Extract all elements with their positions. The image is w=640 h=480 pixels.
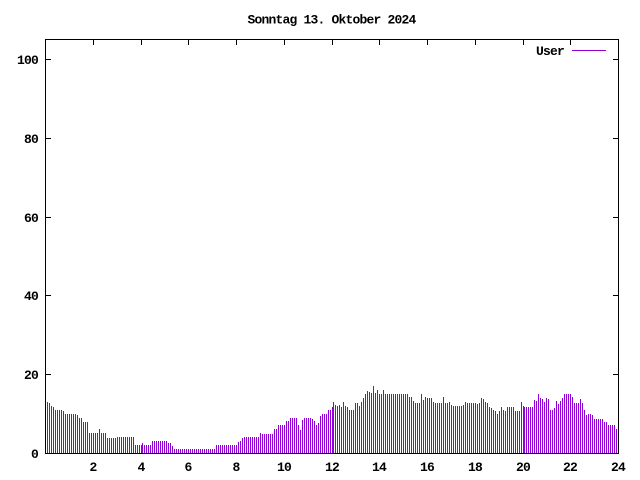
svg-text:8: 8	[232, 460, 240, 475]
svg-text:14: 14	[372, 460, 387, 475]
svg-text:20: 20	[24, 368, 39, 383]
svg-text:60: 60	[24, 211, 39, 226]
svg-text:16: 16	[420, 460, 435, 475]
svg-text:User: User	[536, 44, 564, 59]
svg-text:22: 22	[563, 460, 578, 475]
svg-text:Sonntag 13. Oktober 2024: Sonntag 13. Oktober 2024	[247, 13, 416, 28]
svg-text:4: 4	[137, 460, 145, 475]
svg-text:40: 40	[24, 289, 39, 304]
svg-text:10: 10	[277, 460, 292, 475]
svg-text:20: 20	[516, 460, 531, 475]
svg-text:100: 100	[17, 53, 39, 68]
svg-text:6: 6	[184, 460, 192, 475]
svg-text:12: 12	[325, 460, 340, 475]
svg-text:0: 0	[31, 447, 39, 462]
svg-text:24: 24	[611, 460, 626, 475]
svg-text:80: 80	[24, 132, 39, 147]
svg-text:18: 18	[468, 460, 483, 475]
svg-text:2: 2	[89, 460, 97, 475]
